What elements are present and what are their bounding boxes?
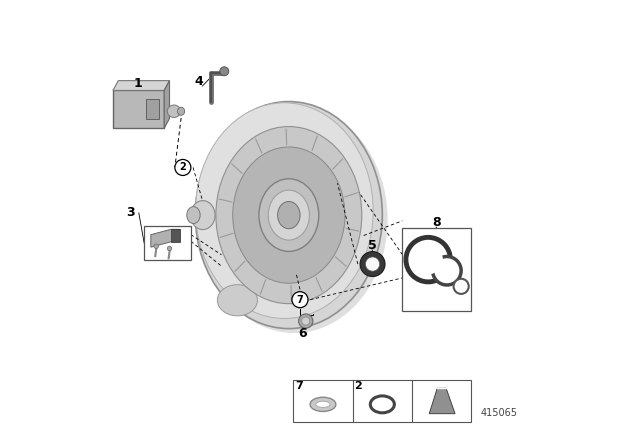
Ellipse shape xyxy=(233,147,345,283)
Bar xyxy=(171,229,180,242)
Text: 7: 7 xyxy=(296,295,303,305)
Ellipse shape xyxy=(201,106,388,333)
Ellipse shape xyxy=(278,202,300,229)
Ellipse shape xyxy=(218,284,257,316)
Polygon shape xyxy=(151,229,180,247)
Bar xyxy=(144,226,191,260)
Ellipse shape xyxy=(187,207,200,224)
Ellipse shape xyxy=(177,107,185,115)
Ellipse shape xyxy=(371,396,394,413)
Text: 6: 6 xyxy=(298,327,307,340)
Circle shape xyxy=(454,279,468,294)
Circle shape xyxy=(301,317,310,325)
Bar xyxy=(113,90,164,128)
Ellipse shape xyxy=(268,190,309,240)
Text: 2: 2 xyxy=(179,163,186,172)
Ellipse shape xyxy=(375,400,390,409)
Ellipse shape xyxy=(196,103,373,319)
Polygon shape xyxy=(164,81,170,128)
Text: 3: 3 xyxy=(127,207,135,220)
Ellipse shape xyxy=(216,126,362,304)
Circle shape xyxy=(292,292,308,308)
Circle shape xyxy=(360,252,385,276)
Ellipse shape xyxy=(259,179,319,251)
Circle shape xyxy=(175,159,191,176)
Text: 8: 8 xyxy=(433,216,441,229)
Circle shape xyxy=(433,257,461,285)
Bar xyxy=(147,99,159,119)
Circle shape xyxy=(438,262,455,279)
Text: 7: 7 xyxy=(295,381,303,391)
Ellipse shape xyxy=(195,102,382,329)
Ellipse shape xyxy=(191,201,215,229)
Bar xyxy=(293,380,472,422)
Text: 1: 1 xyxy=(133,77,142,90)
Bar xyxy=(403,228,472,311)
Polygon shape xyxy=(113,81,170,90)
Circle shape xyxy=(299,314,313,328)
Circle shape xyxy=(413,245,443,274)
Polygon shape xyxy=(429,388,455,414)
Text: 5: 5 xyxy=(368,239,376,252)
Ellipse shape xyxy=(167,105,180,117)
Circle shape xyxy=(167,246,172,251)
Ellipse shape xyxy=(316,401,330,408)
Circle shape xyxy=(365,257,380,271)
Circle shape xyxy=(154,244,158,249)
Circle shape xyxy=(220,67,228,76)
Text: 2: 2 xyxy=(354,381,362,391)
Text: 415065: 415065 xyxy=(480,408,517,418)
Text: 4: 4 xyxy=(195,75,204,88)
Circle shape xyxy=(406,237,451,282)
Ellipse shape xyxy=(310,397,336,411)
